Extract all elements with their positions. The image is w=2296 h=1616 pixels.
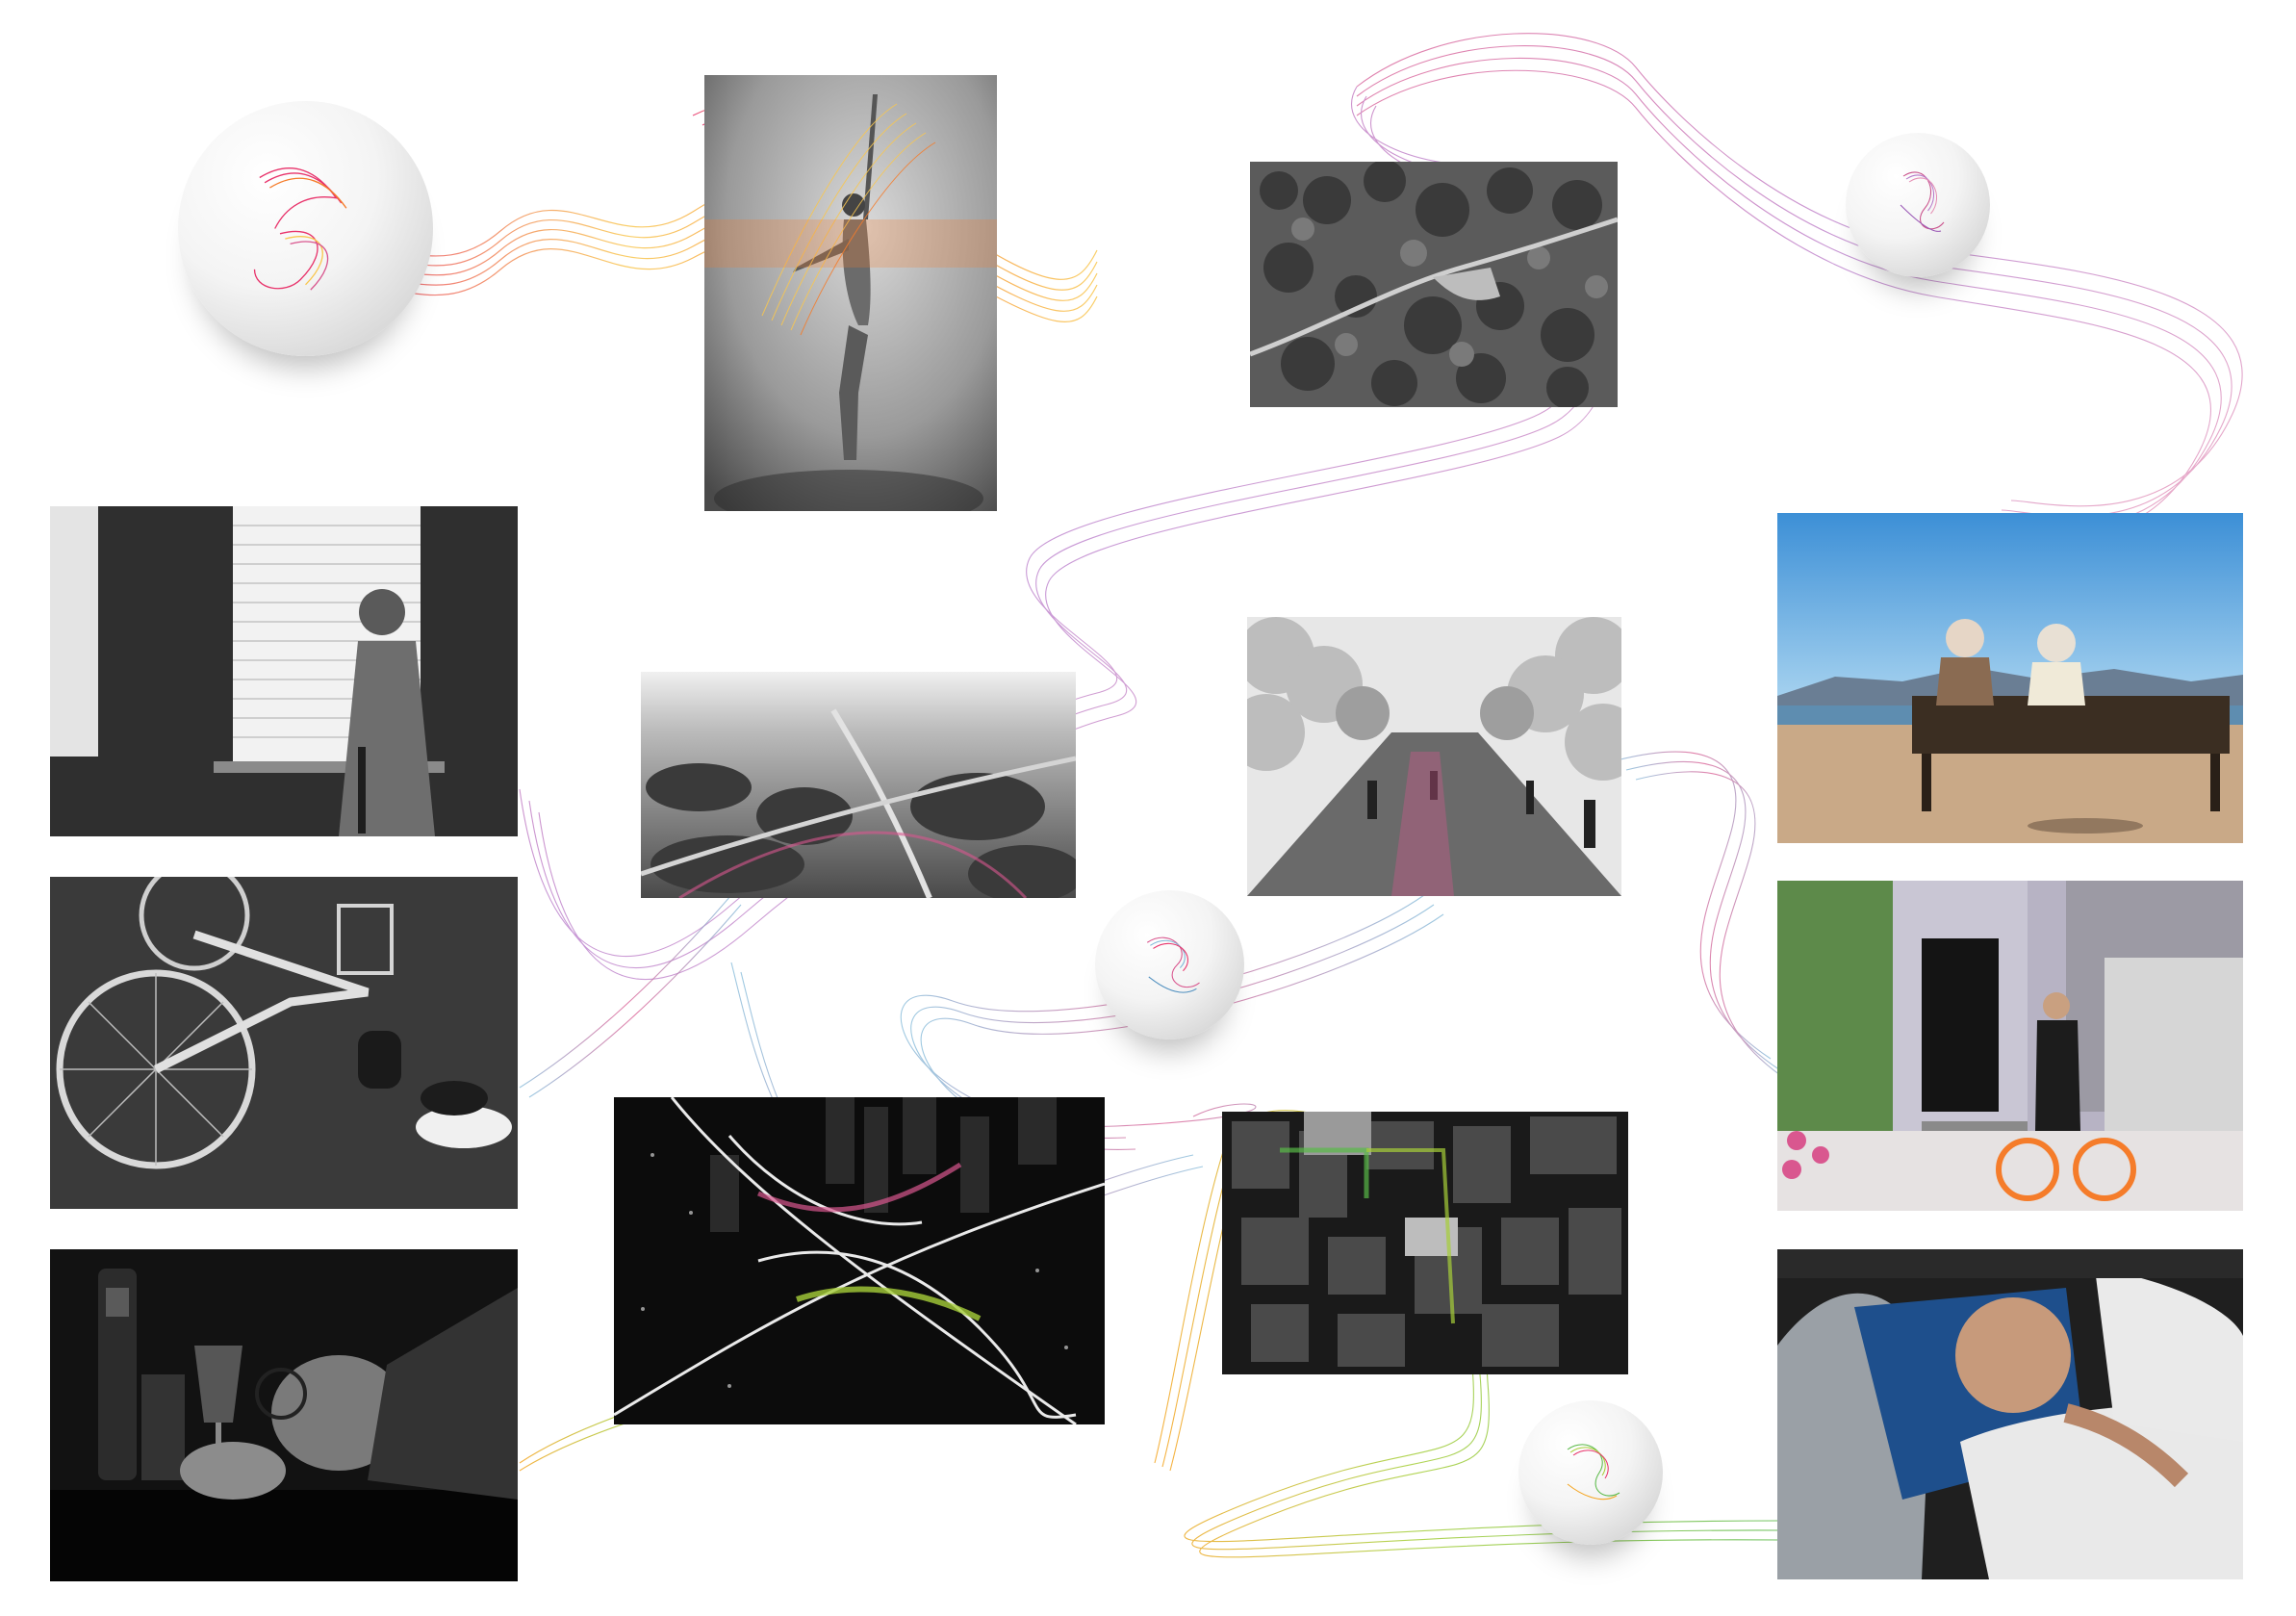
photo-fallen-bike [50,877,518,1209]
photo-sleeping-man [1777,1249,2243,1579]
orb-green-icon [1518,1400,1663,1545]
photo-cherry-avenue [1247,617,1621,896]
photo-aerial-forest [1250,162,1618,407]
photo-night-interchange [614,1097,1105,1424]
orb-multi-icon [1095,890,1244,1039]
orb-warm-icon [178,101,433,356]
photo-man-bike-door [1777,881,2243,1211]
photo-city-aerial [1222,1112,1628,1374]
photo-dancer [704,75,997,511]
photo-aerial-highway-day [641,672,1076,898]
photo-bench-couple [1777,513,2243,843]
orb-pink-icon [1846,133,1990,277]
photo-man-window [50,506,518,836]
photo-drunk-man [50,1249,518,1581]
